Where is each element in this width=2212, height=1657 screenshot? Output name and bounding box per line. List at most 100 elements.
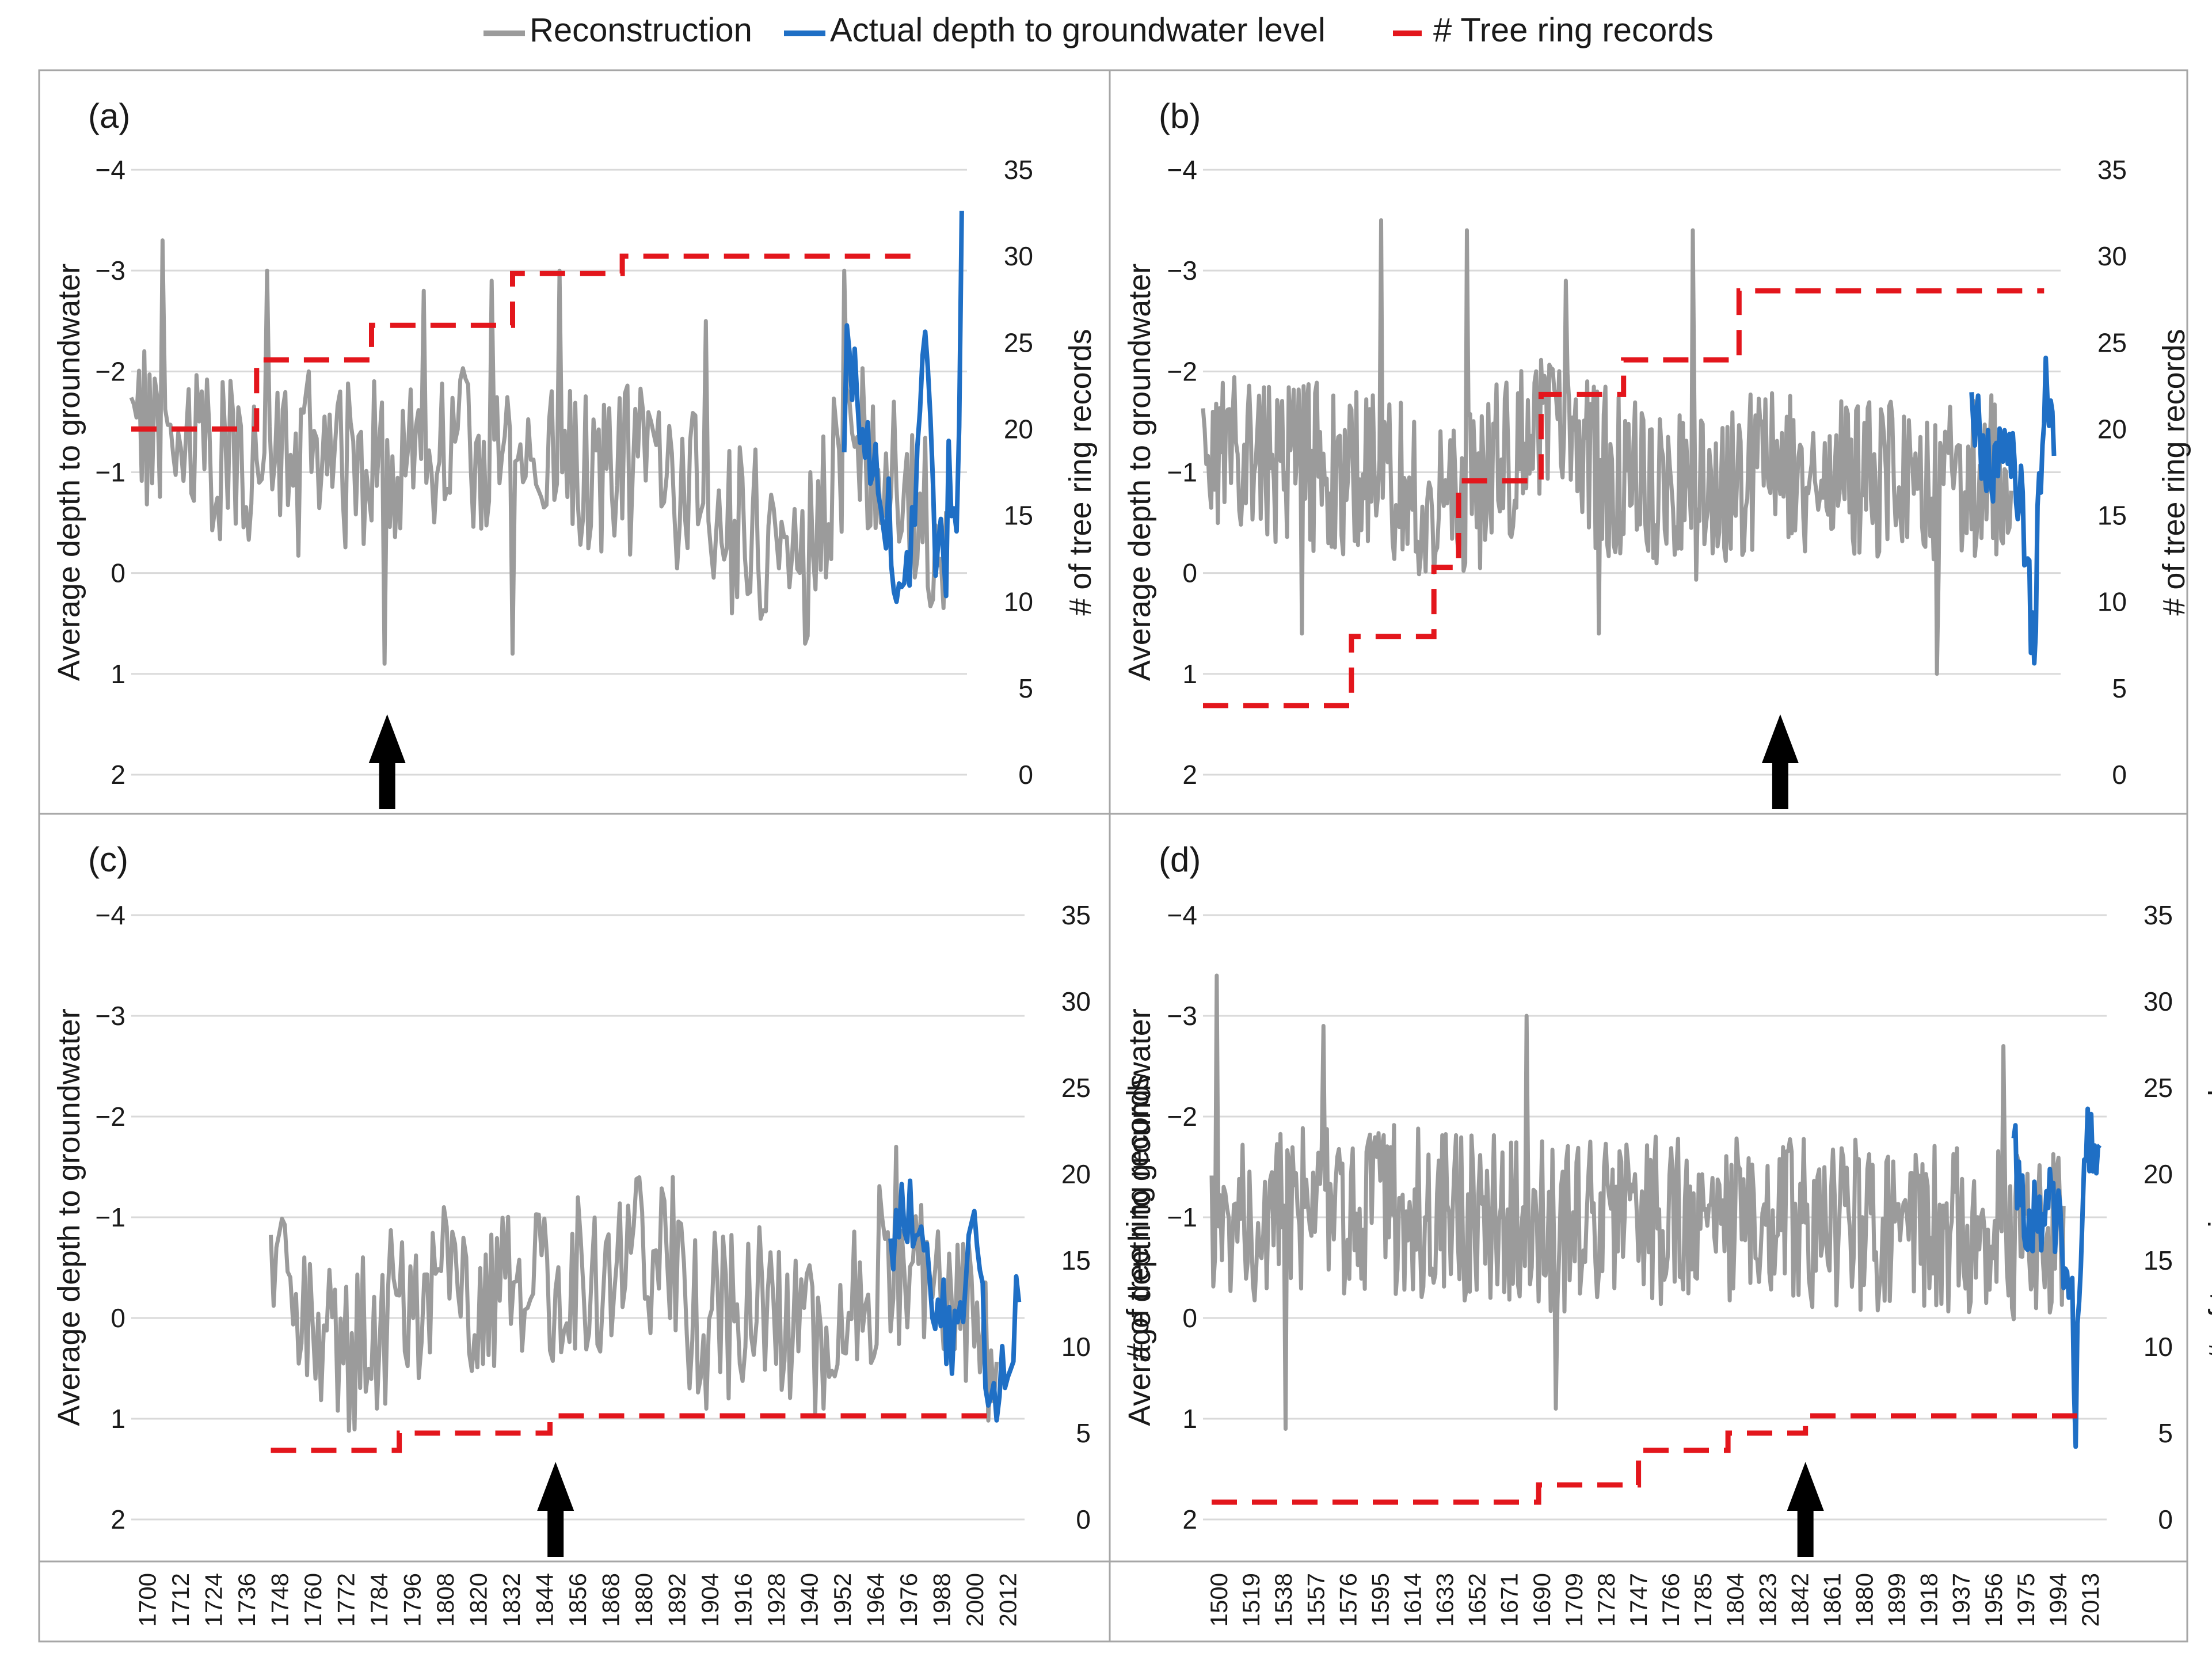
panel-b-y-tick-label: 0	[1182, 558, 1197, 588]
x-tick-label: 1748	[266, 1573, 294, 1626]
x-tick-label: 1804	[1722, 1573, 1749, 1626]
x-tick-label: 1724	[200, 1573, 227, 1626]
x-tick-label: 1796	[399, 1573, 426, 1626]
x-tick-label: 1671	[1496, 1573, 1523, 1626]
x-tick-label: 1880	[1851, 1573, 1878, 1626]
legend-label-reconstruction: Reconstruction	[530, 12, 752, 49]
legend-label-tree-rings: # Tree ring records	[1433, 12, 1714, 49]
panel-c-y2-tick-label: 20	[1061, 1159, 1091, 1189]
x-tick-label: 1868	[597, 1573, 624, 1626]
panel-c-y2-tick-label: 5	[1076, 1418, 1091, 1448]
panel-b-y2-tick-label: 20	[2097, 414, 2127, 444]
x-tick-label: 1844	[531, 1573, 558, 1626]
x-tick-label: 1820	[465, 1573, 492, 1626]
x-tick-label: 1861	[1818, 1573, 1845, 1626]
panel-d-y2-tick-label: 35	[2144, 900, 2173, 930]
x-tick-label: 1614	[1399, 1573, 1426, 1626]
x-tick-label: 2012	[994, 1573, 1021, 1626]
x-tick-label: 1856	[564, 1573, 591, 1626]
panel-a-y2-tick-label: 35	[1004, 155, 1033, 185]
panel-a-y2-axis-title: # of tree ring records	[1063, 329, 1098, 615]
x-tick-label: 1785	[1689, 1573, 1716, 1626]
x-tick-label: 1595	[1366, 1573, 1394, 1626]
x-tick-label: 1652	[1464, 1573, 1491, 1626]
x-tick-label: 1916	[729, 1573, 756, 1626]
panel-a-arrow	[368, 714, 406, 809]
x-tick-label: 1940	[795, 1573, 823, 1626]
panel-b-y2-axis-title: # of tree ring records	[2157, 329, 2191, 615]
panel-d-y2-tick-label: 30	[2144, 986, 2173, 1016]
panel-d-y2-tick-label: 5	[2158, 1418, 2173, 1448]
panel-a-y-tick-label: 1	[111, 659, 125, 689]
x-tick-label: 1928	[763, 1573, 790, 1626]
panel-d-y-tick-label: 2	[1182, 1504, 1197, 1534]
panel-b-tree-ring-line	[1203, 288, 2045, 708]
x-tick-label: 1760	[299, 1573, 326, 1626]
panel-b-y2-tick-label: 10	[2097, 587, 2127, 617]
panel-a-y-tick-label: −3	[96, 256, 125, 285]
x-tick-label: 1519	[1238, 1573, 1265, 1626]
panel-a-tree-ring-line	[131, 253, 915, 432]
x-tick-label: 1538	[1270, 1573, 1297, 1626]
panel-b-actual-line	[1969, 355, 2057, 666]
panel-d-y2-tick-label: 0	[2158, 1504, 2173, 1534]
x-tick-label: 1700	[134, 1573, 161, 1626]
panel-c-y-tick-label: −3	[96, 1001, 125, 1031]
panel-d-y-tick-label: −1	[1167, 1202, 1197, 1232]
panel-b-y2-tick-label: 25	[2097, 327, 2127, 357]
x-tick-label: 1892	[663, 1573, 690, 1626]
panel-a-y-tick-label: −2	[96, 356, 125, 386]
panel-c-actual-line	[888, 1178, 1022, 1423]
panel-c-tree-ring-line	[271, 1413, 991, 1453]
panel-a-y-tick-label: 0	[111, 558, 125, 588]
x-tick-label: 1500	[1205, 1573, 1232, 1626]
panel-c-y2-tick-label: 0	[1076, 1504, 1091, 1534]
legend-label-actual: Actual depth to groundwater level	[830, 12, 1326, 49]
x-tick-label: 1918	[1916, 1573, 1943, 1626]
x-tick-label: 1728	[1593, 1573, 1620, 1626]
panel-c-y-tick-label: 1	[111, 1404, 125, 1434]
panel-a-y2-tick-label: 30	[1004, 241, 1033, 271]
legend-item-actual: Actual depth to groundwater level	[784, 12, 1326, 49]
x-tick-label: 1690	[1528, 1573, 1555, 1626]
panel-c-arrow	[537, 1462, 574, 1557]
x-tick-label: 1988	[928, 1573, 955, 1626]
x-tick-label: 1709	[1560, 1573, 1587, 1626]
x-tick-label: 1712	[167, 1573, 194, 1626]
x-tick-label: 1576	[1334, 1573, 1361, 1626]
x-tick-label: 1832	[498, 1573, 525, 1626]
panel-b-y-tick-label: −1	[1167, 458, 1197, 487]
panel-b-y-tick-label: −2	[1167, 356, 1197, 386]
x-tick-label: 1772	[333, 1573, 360, 1626]
panel-b-y-tick-label: 2	[1182, 760, 1197, 790]
panel-a-y2-tick-label: 0	[1018, 760, 1033, 790]
x-tick-label: 1937	[1948, 1573, 1975, 1626]
panel-a-label: (a)	[88, 97, 130, 135]
panel-c-y-tick-label: −2	[96, 1102, 125, 1132]
panel-d-y2-tick-label: 10	[2144, 1332, 2173, 1362]
panel-c-y2-tick-label: 15	[1061, 1245, 1091, 1275]
x-tick-label: 1976	[895, 1573, 922, 1626]
panel-b-label: (b)	[1159, 97, 1201, 135]
panel-c-y2-tick-label: 35	[1061, 900, 1091, 930]
panel-b-y2-tick-label: 0	[2112, 760, 2127, 790]
chart-legend: Reconstruction Actual depth to groundwat…	[483, 12, 1714, 49]
panel-b-y-tick-label: −3	[1167, 256, 1197, 285]
x-tick-label: 1975	[2012, 1573, 2039, 1626]
x-tick-label: 1823	[1754, 1573, 1781, 1626]
panel-a-y-axis-title: Average depth to groundwater	[52, 264, 86, 681]
panel-c-y-tick-label: −4	[96, 900, 125, 930]
panel-b-y2-tick-label: 30	[2097, 241, 2127, 271]
panel-d-arrow	[1787, 1462, 1824, 1557]
legend-item-tree-rings: # Tree ring records	[1393, 12, 1714, 49]
panel-a-y-tick-label: −4	[96, 155, 125, 185]
x-tick-label: 1736	[233, 1573, 260, 1626]
panel-c-y-tick-label: 2	[111, 1504, 125, 1534]
panel-a-y2-tick-label: 5	[1018, 673, 1033, 703]
x-tick-label: 1880	[630, 1573, 657, 1626]
panel-a-y2-tick-label: 10	[1004, 587, 1033, 617]
